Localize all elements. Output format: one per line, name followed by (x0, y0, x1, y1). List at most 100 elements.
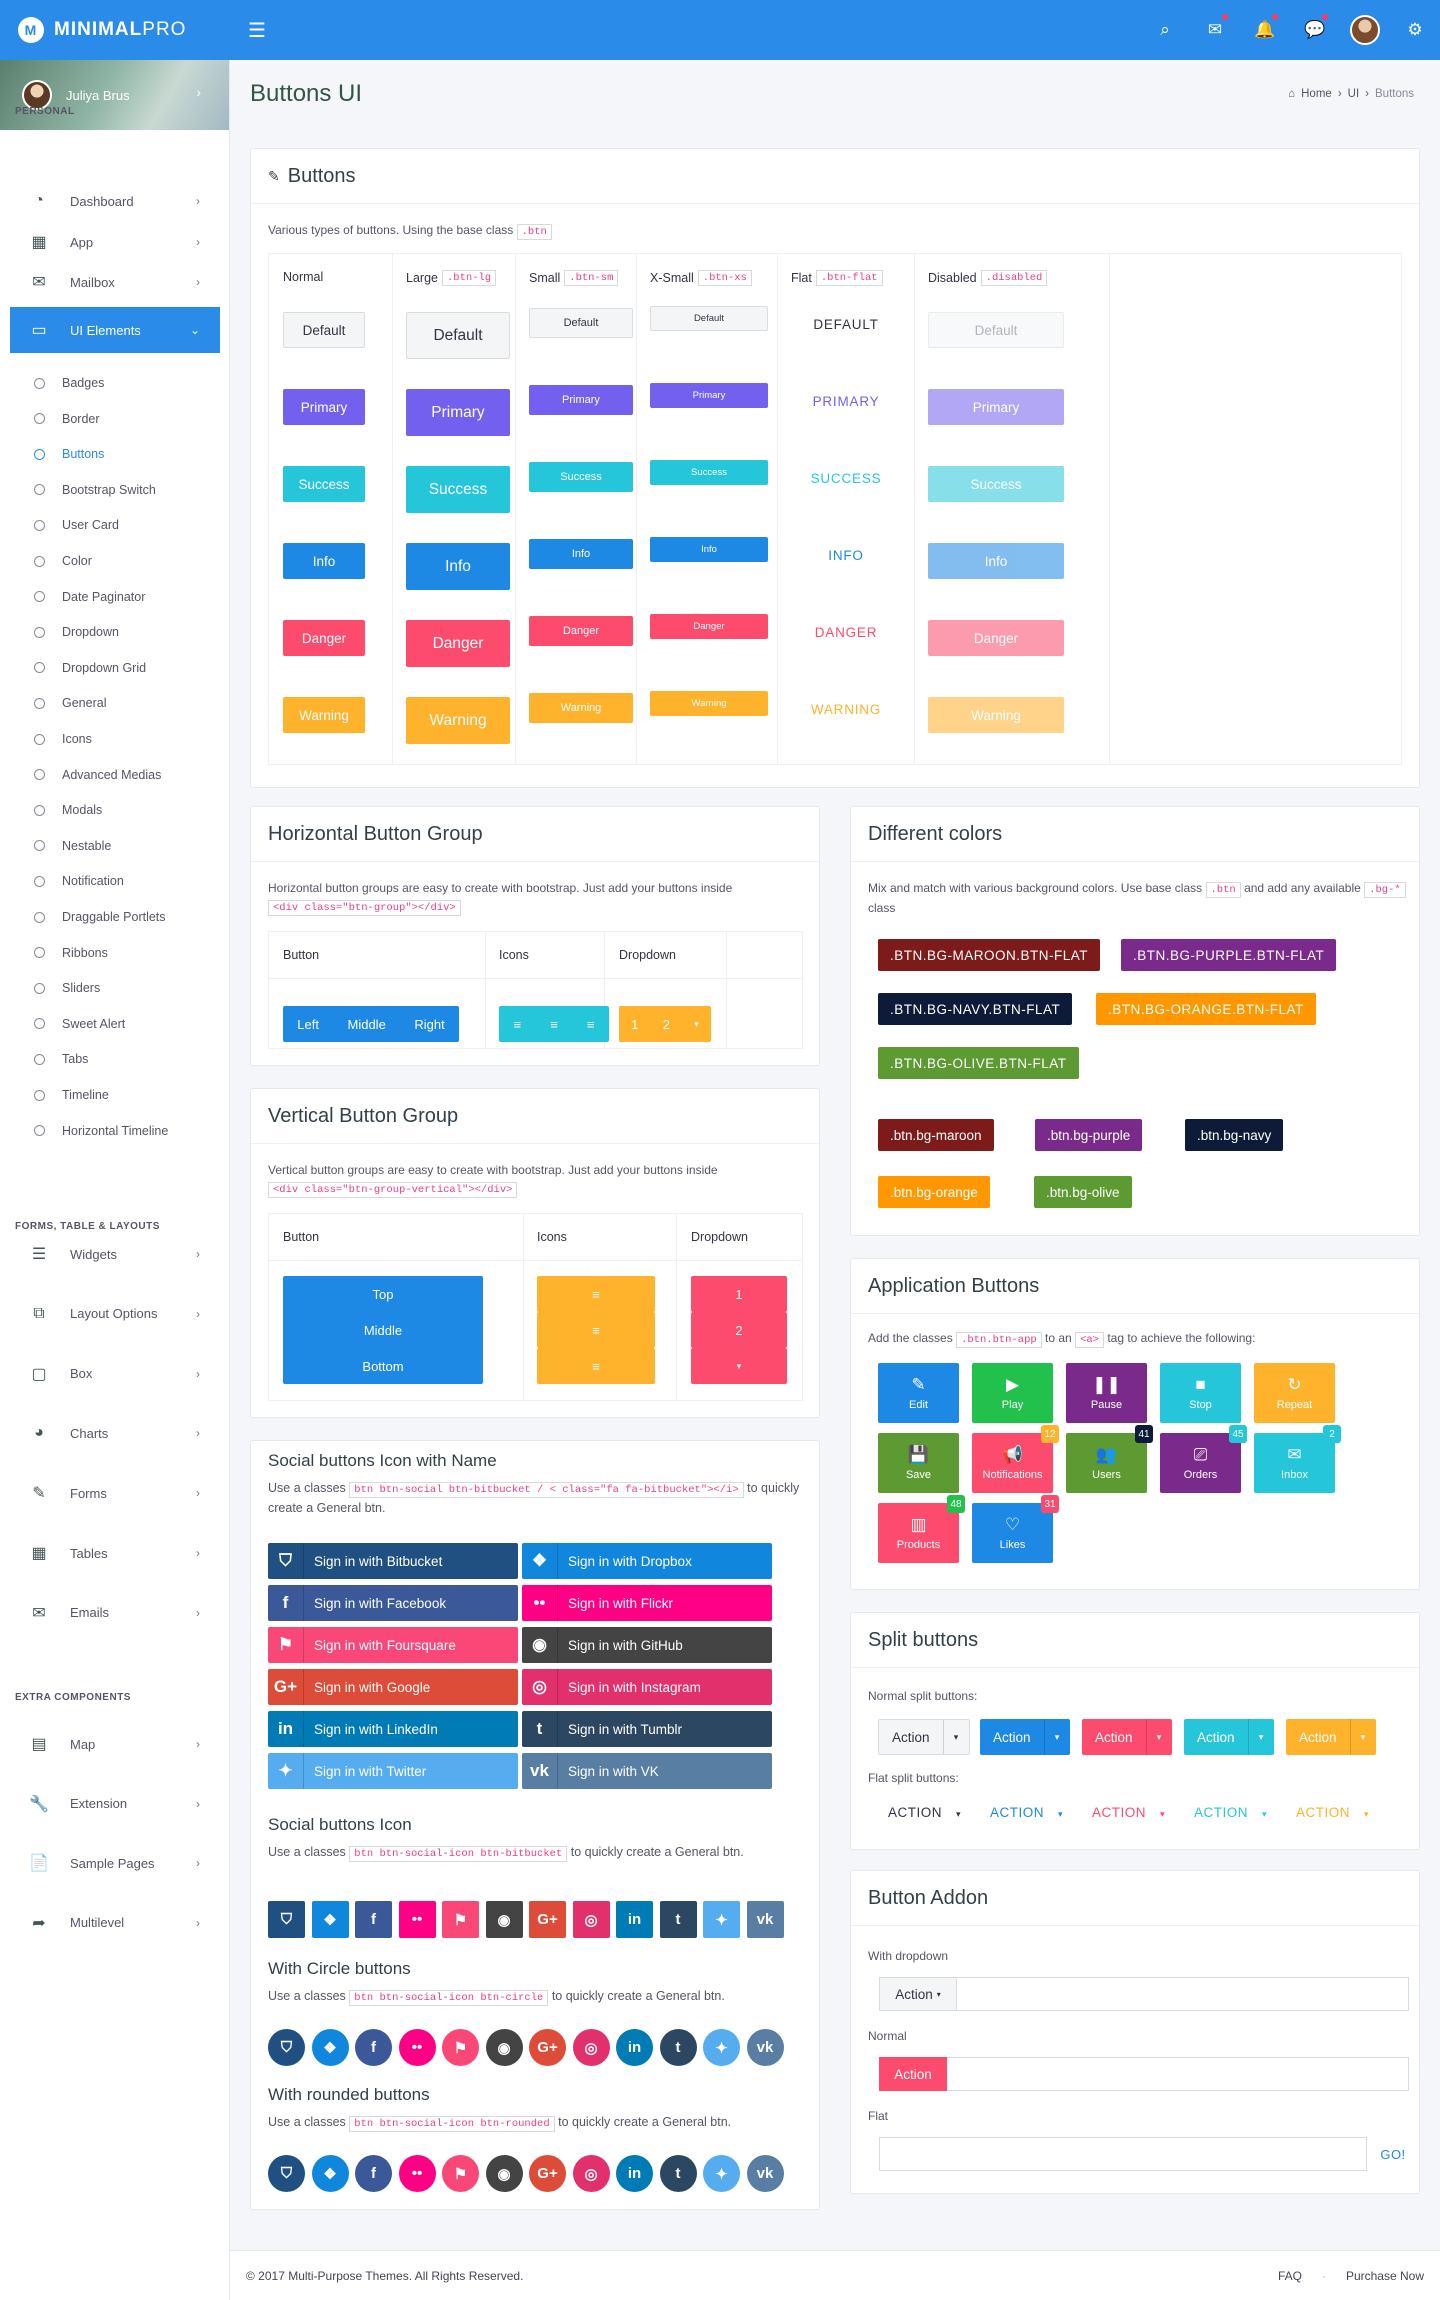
signin-dropbox-button[interactable]: ❖ Sign in with Dropbox (522, 1543, 772, 1579)
sidebar-item-app[interactable]: ▦ App › (10, 219, 220, 265)
sidebar-sub-sweet-alert[interactable]: Sweet Alert (34, 1014, 125, 1034)
app-pause-button[interactable]: ❚❚ Pause (1066, 1363, 1147, 1423)
danger-small-button[interactable]: Danger (529, 616, 633, 646)
sidebar-sub-icons[interactable]: Icons (34, 729, 92, 749)
primary-flat-button[interactable]: PRIMARY (812, 393, 880, 409)
sidebar-sub-sliders[interactable]: Sliders (34, 978, 100, 998)
sidebar-item-charts[interactable]: ◕ Charts › (10, 1410, 220, 1456)
app-play-button[interactable]: ▶ Play (972, 1363, 1053, 1423)
split-button-1[interactable]: Action ▾ (980, 1719, 1070, 1755)
tumblr-icon[interactable]: t (659, 2155, 697, 2192)
flat-split-button-3[interactable]: ACTION ▾ (1194, 1805, 1267, 1820)
signin-flickr-button[interactable]: •• Sign in with Flickr (522, 1585, 772, 1621)
instagram-icon[interactable]: ◎ (572, 2155, 610, 2192)
google-icon[interactable]: G+ (529, 1901, 566, 1938)
linkedin-icon[interactable]: in (616, 2029, 653, 2066)
instagram-icon[interactable]: ◎ (572, 1901, 610, 1938)
success-large-button[interactable]: Success (406, 466, 510, 513)
sidebar-sub-color[interactable]: Color (34, 551, 92, 571)
success-small-button[interactable]: Success (529, 462, 633, 492)
info-large-button[interactable]: Info (406, 543, 510, 590)
signin-foursquare-button[interactable]: ⚑ Sign in with Foursquare (268, 1627, 518, 1663)
hgroup-dd-2[interactable]: 2 (662, 1016, 670, 1032)
split-button-4[interactable]: Action ▾ (1286, 1719, 1376, 1755)
warning-normal-button[interactable]: Warning (283, 697, 365, 733)
default-large-button[interactable]: Default (406, 312, 510, 359)
sidebar-item-box[interactable]: ▢ Box › (10, 1351, 220, 1397)
sidebar-item-multilevel[interactable]: ➦ Multilevel › (10, 1900, 220, 1946)
facebook-icon[interactable]: f (355, 2029, 392, 2066)
addon-action-button[interactable]: Action (879, 2057, 947, 2091)
sidebar-item-extension[interactable]: 🔧 Extension › (10, 1781, 220, 1827)
signin-instagram-button[interactable]: ◎ Sign in with Instagram (522, 1669, 772, 1705)
align-left-icon[interactable]: ≡ (537, 1276, 655, 1312)
app-save-button[interactable]: 💾 Save (878, 1433, 959, 1493)
dropbox-icon[interactable]: ❖ (311, 2029, 349, 2066)
app-products-button[interactable]: ▥ Products 48 (878, 1495, 965, 1563)
dropbox-icon[interactable]: ❖ (311, 2155, 349, 2192)
mail-icon[interactable]: ✉ (1190, 0, 1240, 60)
google-icon[interactable]: G+ (529, 2029, 566, 2066)
flat-split-button-0[interactable]: ACTION ▾ (888, 1805, 961, 1820)
sidebar-sub-border[interactable]: Border (34, 409, 100, 429)
addon-dropdown-input[interactable] (879, 1977, 1409, 2011)
sidebar-sub-nestable[interactable]: Nestable (34, 836, 111, 856)
color-button-2[interactable]: .btn.bg-navy (1185, 1119, 1284, 1151)
align-center-icon[interactable]: ≡ (537, 1312, 655, 1348)
sidebar-sub-draggable-portlets[interactable]: Draggable Portlets (34, 907, 166, 927)
facebook-icon[interactable]: f (355, 2155, 392, 2192)
foursquare-icon[interactable]: ⚑ (442, 1901, 479, 1938)
signin-bitbucket-button[interactable]: ⛉ Sign in with Bitbucket (268, 1543, 518, 1579)
sidebar-user-panel[interactable]: Juliya Brus › (0, 60, 229, 130)
twitter-icon[interactable]: ✦ (703, 2029, 740, 2066)
breadcrumb-home[interactable]: Home (1301, 88, 1332, 100)
danger-xsmall-button[interactable]: Danger (650, 614, 768, 639)
primary-small-button[interactable]: Primary (529, 385, 633, 415)
warning-xsmall-button[interactable]: Warning (650, 691, 768, 716)
sidebar-sub-modals[interactable]: Modals (34, 800, 102, 820)
app-users-button[interactable]: 👥 Users 41 (1066, 1425, 1153, 1493)
vgroup-middle-button[interactable]: Middle (283, 1312, 483, 1348)
flat-color-button-2[interactable]: .BTN.BG-NAVY.BTN-FLAT (878, 993, 1073, 1025)
danger-normal-button[interactable]: Danger (283, 620, 365, 656)
twitter-icon[interactable]: ✦ (703, 2155, 740, 2192)
info-flat-button[interactable]: INFO (828, 547, 864, 563)
sidebar-item-sample-pages[interactable]: 📄 Sample Pages › (10, 1840, 220, 1886)
color-button-0[interactable]: .btn.bg-maroon (878, 1119, 994, 1151)
foursquare-icon[interactable]: ⚑ (442, 2155, 479, 2192)
sidebar-item-layout-options[interactable]: ⧉ Layout Options › (10, 1291, 220, 1337)
google-icon[interactable]: G+ (529, 2155, 566, 2192)
hgroup-right-button[interactable]: Right (414, 1016, 445, 1032)
sidebar-item-mailbox[interactable]: ✉ Mailbox › (10, 259, 220, 305)
app-notifications-button[interactable]: 📢 Notifications 12 (972, 1425, 1059, 1493)
github-icon[interactable]: ◉ (485, 2029, 523, 2066)
primary-normal-button[interactable]: Primary (283, 389, 365, 425)
align-center-icon[interactable]: ≡ (550, 1016, 558, 1032)
sidebar-sub-dropdown[interactable]: Dropdown (34, 622, 119, 642)
tumblr-icon[interactable]: t (659, 1901, 697, 1938)
bitbucket-icon[interactable]: ⛉ (268, 2029, 305, 2066)
sidebar-sub-advanced-medias[interactable]: Advanced Medias (34, 765, 161, 785)
flat-color-button-0[interactable]: .BTN.BG-MAROON.BTN-FLAT (878, 939, 1101, 971)
app-inbox-button[interactable]: ✉ Inbox 2 (1254, 1425, 1341, 1493)
flat-color-button-1[interactable]: .BTN.BG-PURPLE.BTN-FLAT (1121, 939, 1337, 971)
sidebar-item-forms[interactable]: ✎ Forms › (10, 1470, 220, 1516)
sidebar-item-emails[interactable]: ✉ Emails › (10, 1590, 220, 1636)
addon-normal-input[interactable] (879, 2057, 1409, 2091)
sidebar-sub-notification[interactable]: Notification (34, 871, 124, 891)
sidebar-item-widgets[interactable]: ☰ Widgets › (10, 1231, 220, 1277)
twitter-icon[interactable]: ✦ (703, 1901, 740, 1938)
info-normal-button[interactable]: Info (283, 543, 365, 579)
flat-color-button-3[interactable]: .BTN.BG-ORANGE.BTN-FLAT (1096, 993, 1316, 1025)
signin-google-button[interactable]: G+ Sign in with Google (268, 1669, 518, 1705)
app-likes-button[interactable]: ♡ Likes 31 (972, 1495, 1059, 1563)
sidebar-item-tables[interactable]: ▦ Tables › (10, 1530, 220, 1576)
bell-icon[interactable]: 🔔 (1240, 0, 1290, 60)
sidebar-sub-user-card[interactable]: User Card (34, 515, 119, 535)
sidebar-sub-badges[interactable]: Badges (34, 373, 104, 393)
sidebar-sub-timeline[interactable]: Timeline (34, 1085, 109, 1105)
default-normal-button[interactable]: Default (283, 312, 365, 348)
sidebar-sub-general[interactable]: General (34, 693, 106, 713)
instagram-icon[interactable]: ◎ (572, 2029, 610, 2066)
signin-facebook-button[interactable]: f Sign in with Facebook (268, 1585, 518, 1621)
